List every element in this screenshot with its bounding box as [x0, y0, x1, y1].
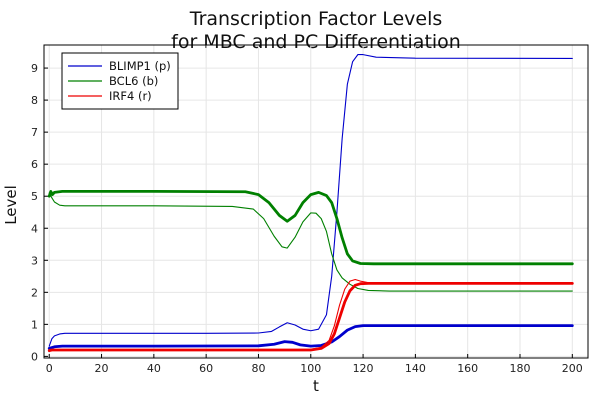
- series-line-5: [47, 281, 574, 353]
- x-tick-label: 80: [251, 362, 265, 375]
- y-tick-label: 6: [31, 158, 38, 171]
- x-tick-label: 160: [457, 362, 478, 375]
- chart-title-line-1: Transcription Factor Levels: [189, 8, 443, 30]
- x-tick-label: 140: [405, 362, 426, 375]
- series-line-0: [48, 54, 573, 347]
- x-tick-label: 100: [300, 362, 321, 375]
- y-tick-label: 9: [31, 62, 38, 75]
- x-tick-label: 60: [199, 362, 213, 375]
- x-tick-label: 120: [353, 362, 374, 375]
- legend-label-irf4: IRF4 (r): [109, 89, 152, 103]
- y-tick-label: 3: [31, 254, 38, 267]
- x-axis-label: t: [313, 377, 319, 395]
- series-line-1: [47, 324, 574, 350]
- series-line-3: [47, 190, 574, 266]
- x-tick-label: 0: [46, 362, 53, 375]
- y-tick-label: 4: [31, 222, 38, 235]
- legend-label-bcl6: BCL6 (b): [109, 74, 158, 88]
- x-tick-label: 20: [95, 362, 109, 375]
- y-tick-label: 5: [31, 190, 38, 203]
- series-lines: [47, 54, 574, 353]
- y-tick-label: 8: [31, 94, 38, 107]
- plot-frame: [43, 44, 589, 359]
- legend: BLIMP1 (p) BCL6 (b) IRF4 (r): [61, 52, 179, 110]
- y-tick-label: 1: [31, 318, 38, 331]
- y-tick-label: 2: [31, 286, 38, 299]
- chart-title-line-2: for MBC and PC Differentiation: [171, 31, 461, 53]
- y-tick-label: 7: [31, 126, 38, 139]
- y-axis-label: Level: [2, 185, 20, 225]
- x-tick-label: 40: [147, 362, 161, 375]
- legend-label-blimp1: BLIMP1 (p): [109, 59, 171, 73]
- x-tick-label: 180: [510, 362, 531, 375]
- x-axis-ticks: 0 20 40 60 80 100 120 140 160 180 200: [46, 354, 583, 375]
- x-tick-label: 200: [562, 362, 583, 375]
- y-axis-ticks: 0 1 2 3 4 5 6 7 8 9: [31, 62, 48, 363]
- y-tick-label: 0: [31, 350, 38, 363]
